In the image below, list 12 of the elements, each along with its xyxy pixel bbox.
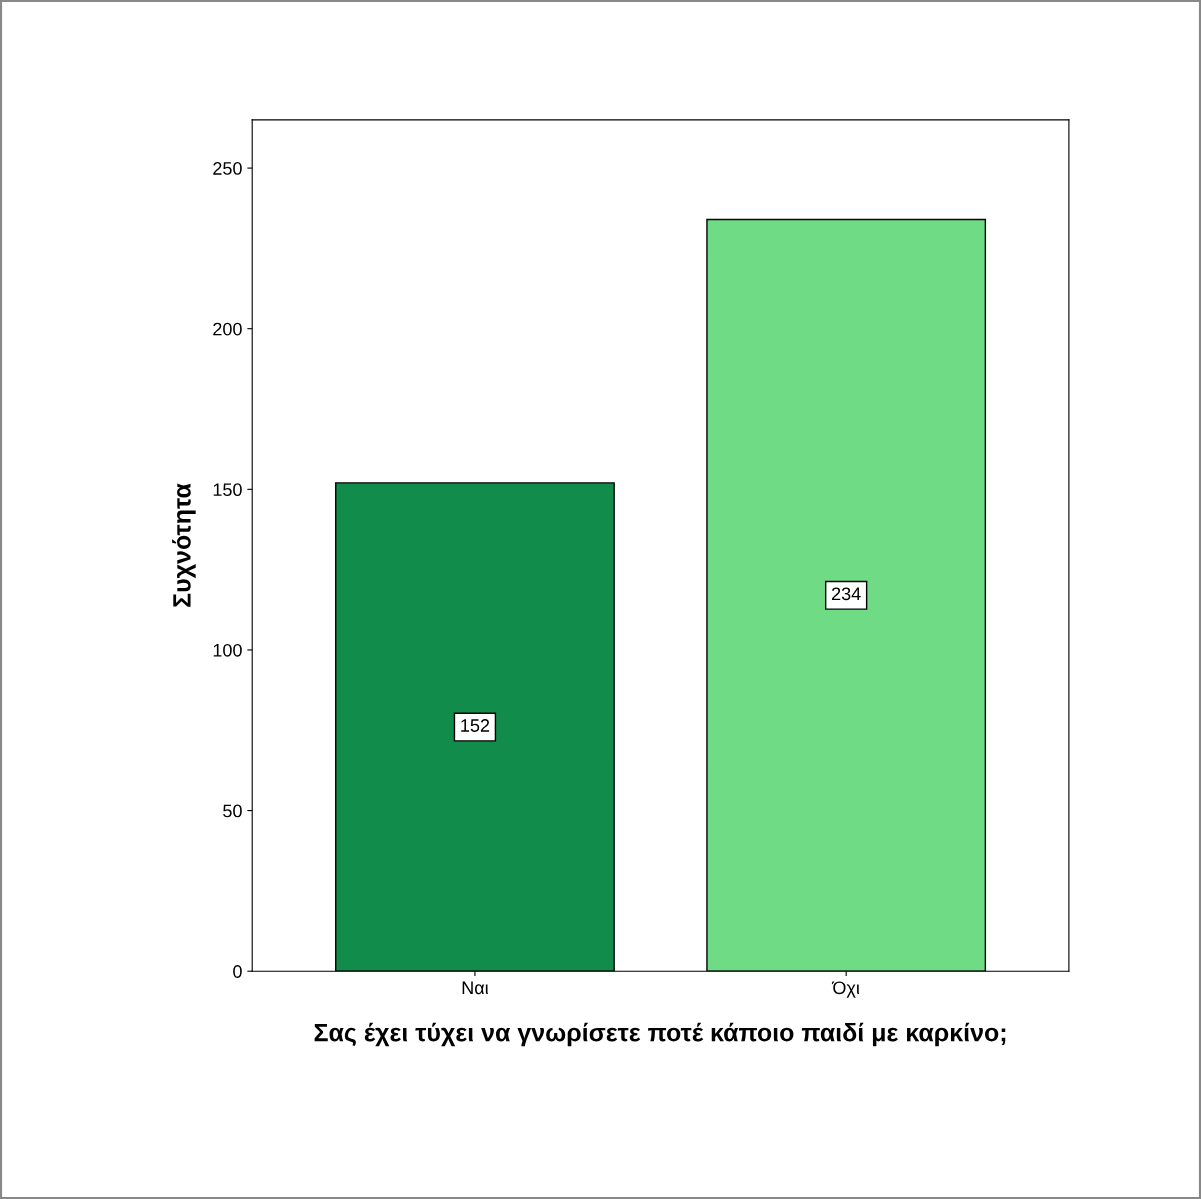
y-tick-label: 100	[213, 643, 242, 657]
y-axis-title: Συχνότητα	[172, 483, 196, 607]
x-tick-label: Όχι	[831, 981, 860, 998]
y-tick-label: 250	[213, 162, 242, 175]
x-axis-title: Σας έχει τύχει να γνωρίσετε ποτέ κάποιο παιδί με καρκίνο;	[314, 1022, 1006, 1047]
data-label: 234	[832, 587, 861, 601]
x-tick-label: Ναι	[462, 981, 489, 995]
y-tick-label: 50	[223, 804, 242, 818]
y-tick-label: 150	[213, 483, 242, 497]
data-label: 152	[461, 719, 490, 732]
y-tick-label: 200	[213, 322, 242, 336]
y-tick-label: 0	[233, 965, 242, 978]
